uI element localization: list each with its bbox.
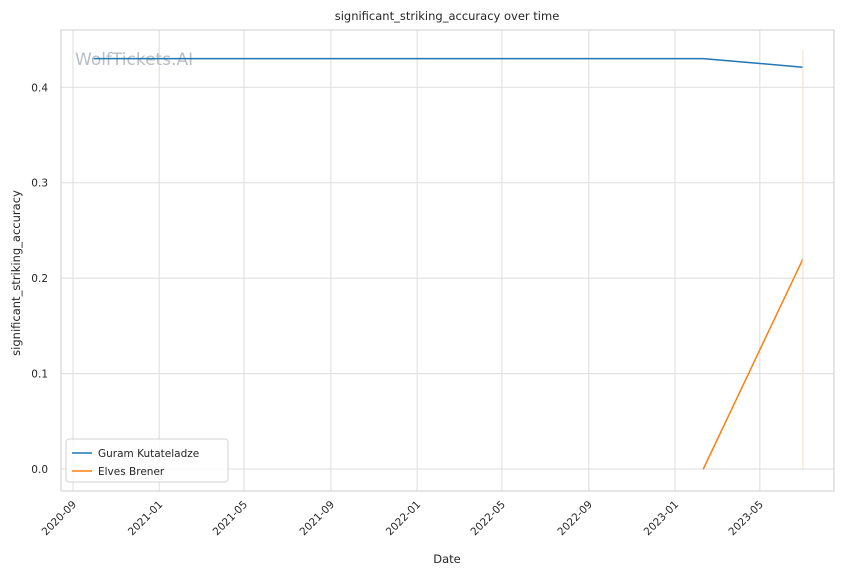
series-line [702, 258, 804, 470]
x-tick-label: 2021-05 [211, 499, 251, 539]
grid [61, 30, 834, 491]
series-line [94, 57, 803, 68]
legend: Guram Kutateladze Elves Brener [65, 438, 229, 483]
series-layer [93, 50, 804, 470]
x-tick-label: 2020-09 [40, 499, 80, 539]
x-tick-label: 2023-01 [642, 499, 682, 539]
y-axis-ticks: 0.0 0.1 0.2 0.3 0.4 [31, 82, 48, 476]
y-tick-label: 0.0 [31, 464, 48, 476]
x-axis-label: Date [433, 552, 461, 566]
data-point [93, 58, 95, 60]
data-point [702, 58, 704, 60]
legend-entry: Guram Kutateladze [98, 448, 199, 460]
legend-entry: Elves Brener [98, 466, 165, 478]
x-tick-label: 2021-09 [298, 499, 338, 539]
x-tick-label: 2021-01 [126, 499, 166, 539]
plot-frame [60, 29, 835, 492]
x-tick-label: 2022-01 [384, 499, 424, 539]
y-tick-label: 0.2 [31, 273, 48, 285]
x-tick-label: 2022-05 [469, 499, 509, 539]
x-axis-ticks: 2020-09 2021-01 2021-05 2021-09 2022-01 2022-… [40, 499, 766, 539]
y-tick-label: 0.4 [31, 82, 48, 94]
y-tick-label: 0.1 [31, 369, 48, 381]
watermark-text: WolfTickets.AI [75, 50, 193, 70]
chart-title: significant_striking_accuracy over time [335, 9, 560, 23]
x-tick-label: 2022-09 [555, 499, 595, 539]
y-axis-label: significant_striking_accuracy [9, 190, 23, 356]
y-tick-label: 0.3 [31, 178, 48, 190]
x-tick-label: 2023-05 [726, 499, 766, 539]
legend-box [65, 438, 229, 483]
data-point [702, 468, 704, 470]
